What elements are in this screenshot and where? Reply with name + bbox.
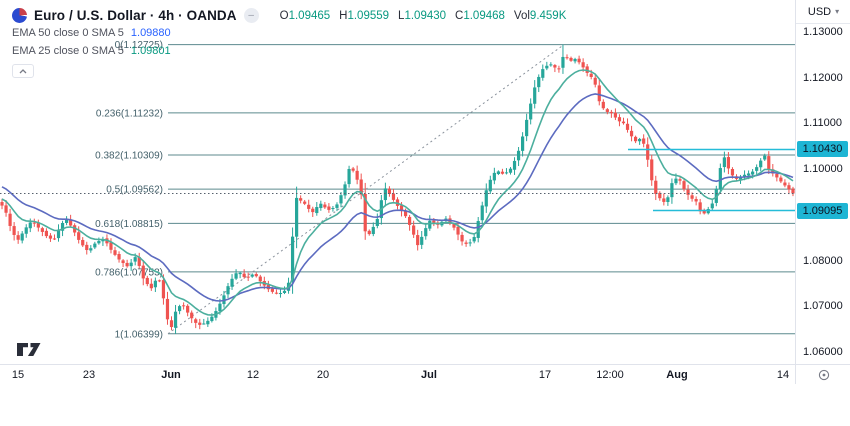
currency-selector[interactable]: USD ▾: [796, 0, 850, 24]
time-tick-15: 15: [11, 369, 25, 381]
fib-label-0: 0(1.12725): [115, 40, 163, 51]
fib-label-0.786: 0.786(1.07753): [95, 267, 163, 278]
chevron-down-icon: ▾: [835, 7, 840, 16]
ema50-value: 1.09880: [130, 27, 171, 39]
price-axis[interactable]: USD ▾ 1.130001.120001.110001.100001.0900…: [795, 0, 850, 364]
ema25-label: EMA 25 close 0 SMA 5: [12, 45, 124, 57]
source-info-icon[interactable]: –: [243, 8, 259, 23]
price-tick-1.13000: 1.13000: [803, 26, 843, 38]
fib-label-0.236: 0.236(1.11232): [96, 108, 163, 119]
price-line-label-1.09095[interactable]: 1.09095: [797, 202, 848, 219]
volume-label: Vol: [513, 9, 530, 22]
time-tick-12:00: 12:00: [596, 369, 624, 381]
time-tick-17: 17: [538, 369, 552, 381]
fib-label-1: 1(1.06399): [115, 329, 163, 340]
ohlc-values: O1.09465 H1.09559 L1.09430 C1.09468 Vol9…: [280, 10, 567, 22]
time-tick-Jul: Jul: [421, 369, 437, 381]
indicator-row-ema50[interactable]: EMA 50 close 0 SMA 5 1.09880: [12, 26, 566, 41]
close-value: 1.09468: [463, 9, 505, 22]
time-tick-Jun: Jun: [161, 369, 181, 381]
ema-50-line[interactable]: [1, 93, 794, 302]
ema50-label: EMA 50 close 0 SMA 5: [12, 27, 124, 39]
price-tick-1.07000: 1.07000: [803, 300, 843, 313]
open-value: 1.09465: [288, 9, 331, 22]
fib-retracement[interactable]: 0(1.12725) 0.236(1.11232) 0.382(1.10309) 0.…: [95, 40, 795, 340]
low-label: L: [398, 9, 405, 22]
price-tick-1.08000: 1.08000: [803, 254, 843, 267]
price-tick-1.12000: 1.12000: [803, 71, 843, 84]
time-tick-12: 12: [246, 369, 260, 381]
indicator-row-ema25[interactable]: EMA 25 close 0 SMA 5 1.09801: [12, 44, 566, 59]
close-label: C: [455, 9, 464, 22]
time-tick-20: 20: [316, 369, 330, 381]
scale-reset-icon[interactable]: [817, 368, 831, 382]
price-line-label-1.10430[interactable]: 1.10430: [797, 141, 848, 158]
price-tick-1.10000: 1.10000: [803, 163, 843, 176]
low-value: 1.09430: [404, 9, 447, 22]
chevron-up-icon: [19, 68, 27, 73]
time-axis[interactable]: 15 23 Jun 12 20 Jul 17 12:00 Aug 14: [0, 364, 795, 384]
high-label: H: [339, 9, 348, 22]
fib-label-0.5: 0.5(1.09562): [106, 185, 163, 196]
open-label: O: [279, 9, 289, 22]
trendline-dashed[interactable]: [167, 44, 565, 335]
price-tick-1.11000: 1.11000: [803, 117, 842, 130]
ema-25-line[interactable]: [1, 69, 794, 316]
price-tick-1.06000: 1.06000: [803, 346, 843, 358]
time-tick-23: 23: [82, 369, 96, 381]
fib-label-0.382: 0.382(1.10309): [95, 151, 163, 162]
chart-canvas[interactable]: 0(1.12725) 0.236(1.11232) 0.382(1.10309) 0.…: [0, 0, 795, 364]
symbol-title-row[interactable]: Euro / U.S. Dollar · 4h · OANDA – O1.094…: [12, 8, 566, 23]
ema25-value: 1.09801: [130, 45, 171, 57]
symbol-title[interactable]: Euro / U.S. Dollar · 4h · OANDA: [34, 8, 237, 23]
eur-usd-flag-icon: [12, 8, 27, 23]
chart-legend: Euro / U.S. Dollar · 4h · OANDA – O1.094…: [12, 8, 566, 78]
tradingview-logo[interactable]: [16, 342, 43, 357]
axis-corner: [795, 364, 850, 384]
high-value: 1.09559: [347, 9, 390, 22]
fib-label-0.618: 0.618(1.08815): [95, 219, 163, 230]
time-tick-Aug: Aug: [666, 369, 688, 381]
legend-collapse-button[interactable]: [12, 64, 34, 78]
volume-value: 9.459K: [529, 9, 567, 22]
currency-label: USD: [807, 5, 832, 18]
time-tick-14: 14: [776, 369, 790, 381]
